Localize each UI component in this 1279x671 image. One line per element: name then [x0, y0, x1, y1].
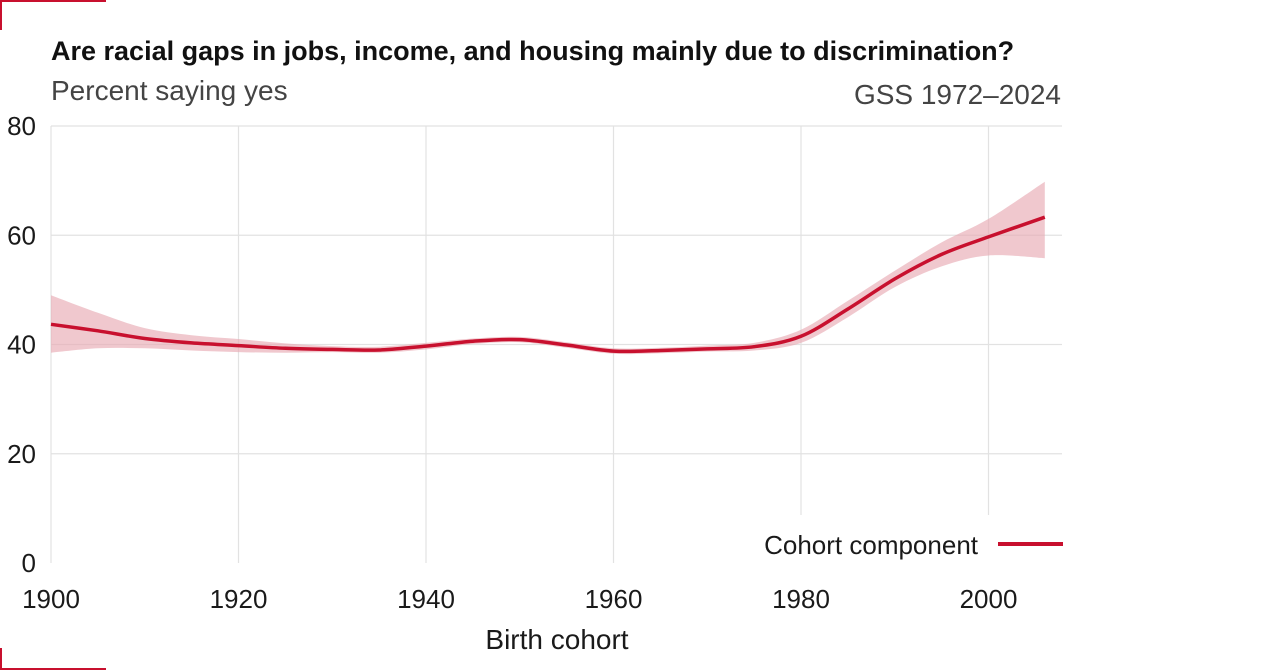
y-tick-label-60: 60 — [7, 220, 36, 250]
x-tick-label-1960: 1960 — [585, 584, 643, 614]
x-tick-label-2000: 2000 — [960, 584, 1018, 614]
chart-title: Are racial gaps in jobs, income, and hou… — [51, 36, 1015, 66]
confidence-band — [51, 181, 1045, 355]
gridlines — [50, 125, 1062, 563]
y-axis-ticks: 0 20 40 60 80 — [7, 111, 36, 578]
data-source-label: GSS 1972–2024 — [853, 79, 1061, 110]
confidence-band-group — [51, 181, 1045, 355]
chart-subtitle: Percent saying yes — [51, 75, 288, 106]
x-tick-label-1920: 1920 — [210, 584, 268, 614]
bottom-corner-mark-horizontal — [0, 668, 106, 670]
y-tick-label-40: 40 — [7, 330, 36, 360]
y-tick-label-0: 0 — [22, 548, 36, 578]
x-axis-title: Birth cohort — [485, 624, 628, 655]
x-tick-label-1980: 1980 — [772, 584, 830, 614]
legend-background — [720, 515, 1065, 567]
x-axis-ticks: 1900 1920 1940 1960 1980 2000 — [22, 584, 1017, 614]
series-line-cohort-component — [50, 215, 1046, 354]
x-tick-label-1900: 1900 — [22, 584, 80, 614]
y-tick-label-20: 20 — [7, 439, 36, 469]
top-corner-mark-horizontal — [0, 0, 106, 2]
series-line-group — [50, 215, 1046, 354]
bottom-corner-mark-vertical — [0, 648, 2, 670]
top-corner-mark-vertical — [0, 0, 2, 30]
y-tick-label-80: 80 — [7, 111, 36, 141]
x-tick-label-1940: 1940 — [397, 584, 455, 614]
legend-label: Cohort component — [764, 530, 979, 560]
